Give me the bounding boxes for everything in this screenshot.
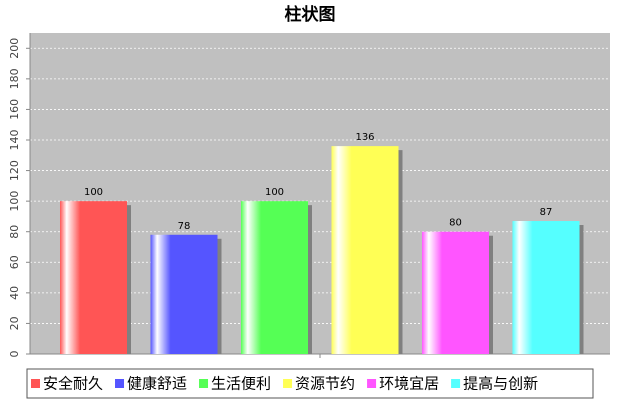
y-tick-label: 140 (8, 130, 21, 151)
legend-swatch (283, 379, 293, 388)
legend-swatch (451, 379, 461, 388)
y-tick-label: 200 (8, 38, 21, 59)
value-label: 78 (178, 221, 191, 232)
y-tick-label: 60 (8, 255, 21, 269)
legend-label: 资源节约 (295, 375, 355, 393)
y-tick-label: 80 (8, 225, 21, 239)
bar (331, 146, 399, 354)
legend-label: 环境宜居 (379, 375, 439, 393)
y-tick-label: 180 (8, 68, 21, 89)
legend-swatch (31, 379, 40, 388)
y-tick-label: 120 (8, 160, 21, 181)
y-tick-label: 40 (8, 286, 21, 300)
legend-label: 安全耐久 (43, 375, 103, 393)
value-label: 100 (265, 187, 284, 198)
bar (422, 231, 489, 354)
legend-swatch (115, 379, 125, 388)
value-label: 136 (355, 132, 374, 143)
bar (512, 221, 580, 354)
y-tick-label: 160 (8, 99, 21, 120)
legend-swatch (199, 379, 209, 388)
legend-label: 生活便利 (211, 375, 271, 393)
legend-swatch (367, 379, 377, 388)
bar (150, 234, 218, 354)
y-tick-label: 100 (8, 191, 21, 212)
value-label: 100 (84, 187, 103, 198)
legend-label: 提高与创新 (463, 375, 538, 393)
legend-label: 健康舒适 (127, 375, 187, 393)
y-tick-label: 0 (8, 351, 21, 358)
value-label: 87 (540, 207, 553, 218)
bar (60, 201, 127, 354)
bar (241, 201, 308, 354)
y-tick-label: 20 (8, 316, 21, 330)
value-label: 80 (449, 218, 462, 229)
chart-title: 柱状图 (285, 4, 336, 25)
